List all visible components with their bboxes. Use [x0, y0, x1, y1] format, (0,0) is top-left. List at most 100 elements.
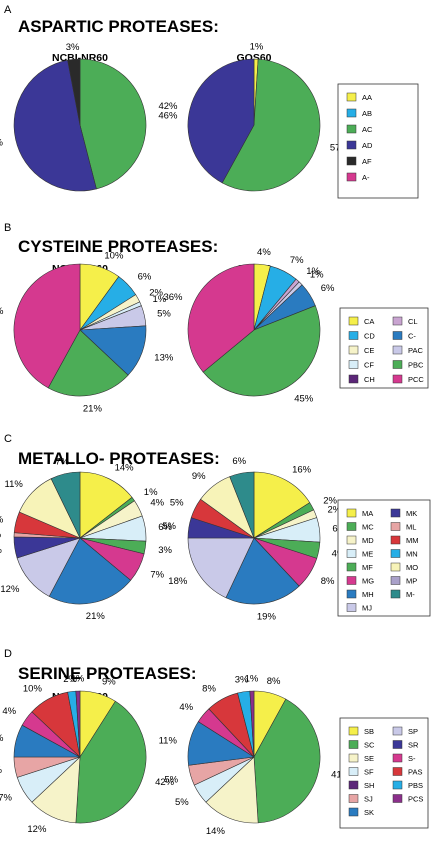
slice-percent-label: 7% [0, 793, 13, 804]
pie-slice-pcc [187, 263, 255, 373]
legend: AA AB AC AD AF A- [337, 83, 419, 199]
legend-label: SK [364, 808, 374, 817]
legend-swatch [348, 374, 359, 384]
pie-ncbi-nr60: NCBI-NR6010%6%2%1%5%13%21%42% [0, 250, 174, 414]
legend-swatch [348, 740, 359, 749]
slice-percent-label: 2% [149, 287, 163, 298]
section-title: ASPARTIC PROTEASES: [18, 17, 219, 36]
legend-swatch [346, 108, 357, 118]
pie-slice-pbc [202, 305, 321, 397]
legend-swatch [346, 603, 357, 612]
slice-percent-label: 12% [27, 824, 47, 835]
legend-swatch [392, 331, 403, 340]
slice-percent-label: 14% [206, 826, 226, 837]
slice-percent-label: 3% [158, 545, 172, 556]
legend-swatch [348, 360, 359, 369]
pie-ncbi-nr60: NCBI-NR6014%1%4%6%3%7%21%12%5%1%5%11%7% [0, 457, 172, 623]
legend-swatch [346, 522, 357, 531]
slice-percent-label: 5% [162, 521, 176, 532]
panel-letter: B [4, 222, 11, 234]
legend-swatch [392, 794, 403, 803]
slice-percent-label: 5% [0, 545, 2, 556]
legend-label: PCC [408, 375, 424, 384]
legend-label: PBS [408, 781, 423, 790]
legend-label: AA [362, 93, 372, 102]
legend-swatch [346, 549, 357, 558]
slice-percent-label: 6% [232, 456, 246, 467]
slice-percent-label: 10% [23, 683, 43, 694]
legend-swatch [392, 780, 403, 790]
pie-slice-pcs [249, 690, 255, 758]
pie-gos60: GOS608%41%14%5%5%11%4%8%3%1% [159, 674, 351, 838]
legend-label: MO [406, 563, 418, 572]
slice-percent-label: 18% [168, 576, 188, 587]
section-title: METALLO- PROTEASES: [18, 449, 220, 468]
panel-letter: A [4, 4, 12, 16]
legend-swatch [346, 508, 357, 518]
legend-swatch [392, 753, 403, 763]
pie-slice-ad [187, 58, 255, 184]
legend: MA MC MD ME MF MG MH MJ MK ML MM MN MO MP M- [337, 499, 431, 617]
legend-label: MP [406, 577, 417, 586]
legend-swatch [392, 740, 403, 749]
slice-percent-label: 9% [192, 471, 206, 482]
section-title: CYSTEINE PROTEASES: [18, 237, 218, 256]
legend: SB SC SE SF SH SJ SK SP SR S- PAS PBS PCS [339, 717, 429, 829]
pie-slice-pcc [13, 263, 81, 389]
slice-percent-label: 5% [0, 515, 4, 526]
pie-gos60: GOS6016%2%2%6%4%8%19%18%5%5%9%6% [162, 456, 346, 623]
legend-label: MC [362, 523, 374, 532]
legend-label: MF [362, 563, 373, 572]
legend-swatch [392, 374, 403, 384]
legend-label: PCS [408, 795, 423, 804]
legend-swatch [392, 345, 403, 355]
slice-percent-label: 2% [328, 504, 342, 515]
section-title: SERINE PROTEASES: [18, 664, 197, 683]
pie-slice-sc [253, 698, 321, 824]
legend-label: ME [362, 550, 373, 559]
slice-percent-label: 42% [158, 101, 178, 112]
legend-swatch [348, 780, 359, 790]
slice-percent-label: 45% [294, 394, 314, 405]
legend-label: MN [406, 550, 418, 559]
slice-percent-label: 36% [163, 292, 183, 303]
legend-swatch [348, 345, 359, 355]
pie-slice-mj [187, 537, 255, 599]
legend-label: PAC [408, 346, 423, 355]
slice-percent-label: 5% [170, 498, 184, 509]
legend-swatch [346, 535, 357, 545]
legend: CA CD CE CF CH CL C- PAC PBC PCC [339, 307, 429, 389]
slice-percent-label: 6% [138, 271, 152, 282]
legend-swatch [348, 316, 359, 326]
legend-label: MD [362, 536, 374, 545]
legend-label: S- [408, 754, 416, 763]
pie-slice-se [205, 756, 259, 824]
pie-slice-mminus [50, 471, 81, 539]
pie-slice-pbc [47, 329, 129, 397]
slice-percent-label: 8% [321, 576, 335, 587]
legend-swatch [392, 316, 403, 326]
legend-label: AD [362, 141, 373, 150]
legend-label: MG [362, 577, 374, 586]
legend-label: SP [408, 727, 418, 736]
slice-percent-label: 7% [55, 457, 69, 468]
pie-slice-ma [79, 471, 133, 539]
legend-label: AB [362, 109, 372, 118]
legend-label: SH [364, 781, 374, 790]
slice-percent-label: 1% [250, 42, 264, 53]
legend-swatch [348, 767, 359, 776]
slice-percent-label: 6% [158, 522, 172, 533]
slice-percent-label: 4% [257, 247, 271, 258]
slice-percent-label: 9% [102, 677, 116, 688]
legend-swatch [348, 726, 359, 736]
legend-label: MM [406, 536, 419, 545]
legend-label: ML [406, 523, 416, 532]
legend-swatch [390, 576, 401, 585]
legend-swatch [346, 562, 357, 572]
slice-percent-label: 21% [86, 611, 106, 622]
legend-label: CF [364, 361, 374, 370]
slice-percent-label: 21% [83, 404, 103, 415]
legend-label: AC [362, 125, 373, 134]
